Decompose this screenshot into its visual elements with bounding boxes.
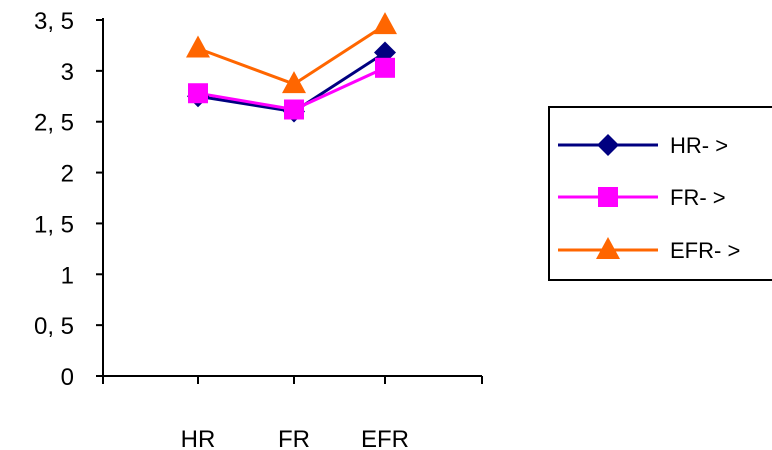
y-tick-label: 2, 5	[34, 110, 74, 137]
series-lines	[197, 23, 386, 114]
y-tick-label: 2	[61, 161, 74, 188]
y-tick-label: 1	[61, 262, 74, 289]
y-ticks: 0 0, 5 1 1, 5 2 2, 5 3 3, 5	[34, 8, 103, 391]
data-point-triangle	[282, 71, 306, 94]
data-point-triangle	[186, 35, 210, 58]
legend-label: FR- >	[670, 185, 726, 210]
y-tick-label: 3	[61, 59, 74, 86]
series-line-triangle	[197, 23, 386, 86]
legend-marker-triangle	[596, 237, 620, 259]
legend: HR- > FR- > EFR- >	[548, 106, 772, 281]
legend-marker-diamond	[597, 134, 619, 156]
legend-marker-square	[598, 187, 618, 207]
data-point-square	[188, 83, 208, 104]
series-markers	[186, 12, 397, 123]
y-tick-label: 0, 5	[34, 313, 74, 340]
data-point-triangle	[373, 12, 397, 35]
legend-label: HR- >	[670, 133, 728, 158]
y-tick-label: 1, 5	[34, 211, 74, 238]
data-point-square	[375, 57, 395, 78]
y-tick-label: 0	[61, 364, 74, 391]
axes	[102, 18, 482, 377]
legend-label: EFR- >	[670, 238, 740, 263]
x-tick-label: FR	[278, 426, 310, 450]
x-tick-label: EFR	[361, 426, 409, 450]
x-tick-label: HR	[181, 426, 216, 450]
y-tick-label: 3, 5	[34, 8, 74, 35]
data-point-square	[284, 99, 304, 120]
x-ticks: HR FR EFR	[102, 376, 483, 450]
